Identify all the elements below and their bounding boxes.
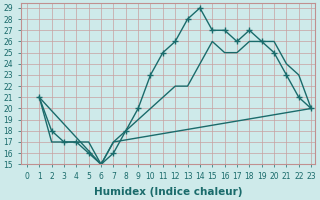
X-axis label: Humidex (Indice chaleur): Humidex (Indice chaleur) — [93, 187, 242, 197]
